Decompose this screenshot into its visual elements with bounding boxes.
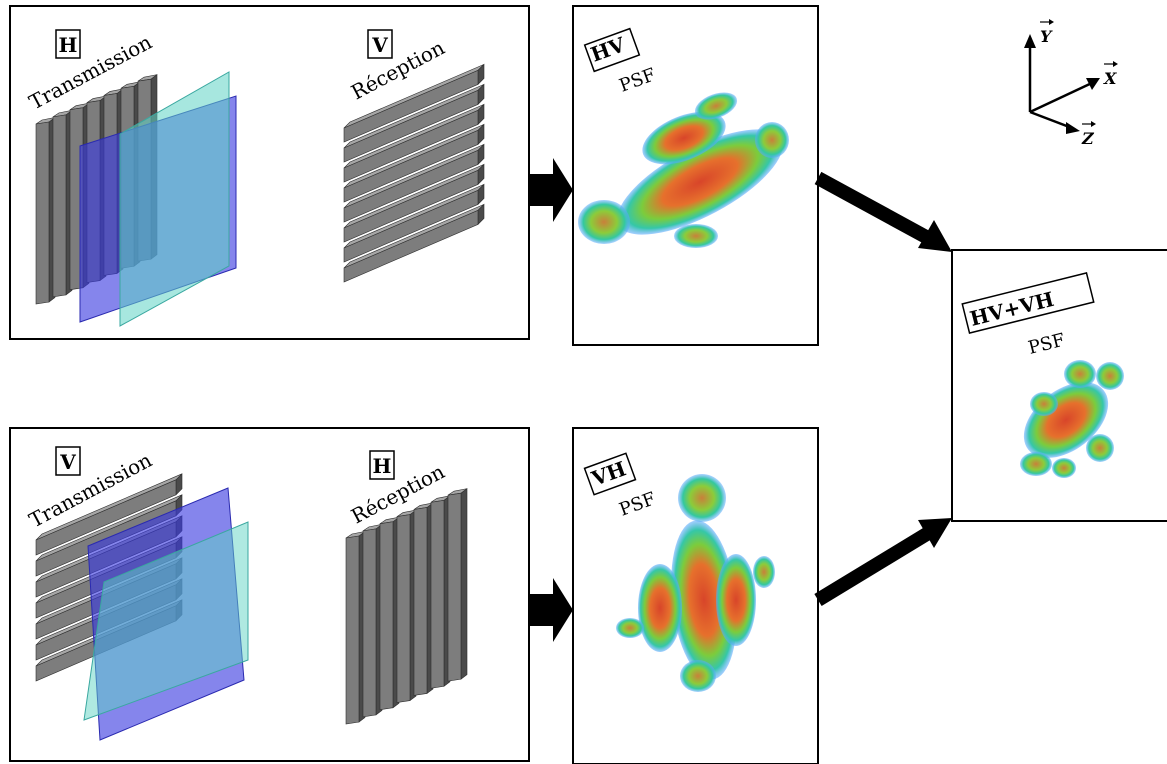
arrow-vh-psf-to-combined [818, 518, 952, 600]
axis-z-line [1030, 112, 1072, 128]
vh-psf-lobe-right [716, 554, 756, 646]
array-element [414, 507, 427, 695]
axis-x-vector-tip [1113, 61, 1118, 67]
panel-vh-psf: VH PSF [573, 428, 818, 764]
hv-psf-lobe-bottom [674, 224, 718, 248]
axis-z-vector-tip [1091, 121, 1096, 127]
combined-psf-lobe-bottom-left [1020, 452, 1052, 476]
axis-x-line [1030, 82, 1094, 112]
array-element [53, 115, 66, 297]
arrow-vh-setup-to-psf [529, 578, 573, 642]
array-element [431, 500, 444, 688]
hv-psf-lobe-left [578, 200, 630, 244]
axis-z-arrowhead [1066, 122, 1080, 134]
panel-vh-setup: V Transmission H Réception [10, 428, 529, 761]
array-element [380, 522, 393, 710]
hv-rx-letter: V [371, 33, 388, 57]
panel-combined-psf: HV+VH PSF [952, 250, 1167, 521]
combined-psf-lobe-top-right [1096, 362, 1124, 390]
vh-psf-lobe-far-right [753, 556, 775, 588]
vh-psf-lobe-bottom [680, 660, 716, 692]
combined-psf-lobe-left [1030, 392, 1058, 416]
array-element [397, 515, 410, 703]
panel-hv-setup: H Transmission V Réception [10, 6, 529, 339]
arrow-hv-psf-to-combined [818, 178, 952, 252]
axis-y-vector-tip [1049, 19, 1054, 25]
arrow-vh-shaft [818, 532, 930, 600]
array-element [36, 122, 49, 304]
combined-psf-lobe-bottom [1052, 458, 1076, 478]
arrow-hv-shaft [818, 178, 928, 238]
vh-psf-lobe-top [678, 474, 726, 522]
vh-rx-letter: H [373, 454, 392, 478]
combined-psf-lobe-top [1064, 360, 1096, 388]
axis-y-arrowhead [1024, 34, 1036, 48]
axis-y-label: Y [1040, 27, 1053, 46]
axis-z-label: Z [1081, 129, 1095, 148]
axis-x-label: X [1103, 69, 1117, 88]
array-element [363, 529, 376, 717]
vh-tx-letter: V [59, 450, 76, 474]
vh-psf-lobe-left [638, 564, 682, 652]
vh-psf-lobe-far-left [616, 618, 644, 638]
array-element-side [461, 489, 467, 680]
hv-tx-letter: H [59, 33, 78, 57]
hv-psf-lobe-right [755, 122, 789, 158]
arrow-hv-setup-to-psf [529, 158, 573, 222]
panel-hv-psf: HV PSF [573, 6, 818, 345]
combined-psf-lobe-right [1086, 434, 1114, 462]
axis-triad: Y X Z [1024, 19, 1118, 148]
array-element [448, 493, 461, 681]
array-element [346, 536, 359, 724]
